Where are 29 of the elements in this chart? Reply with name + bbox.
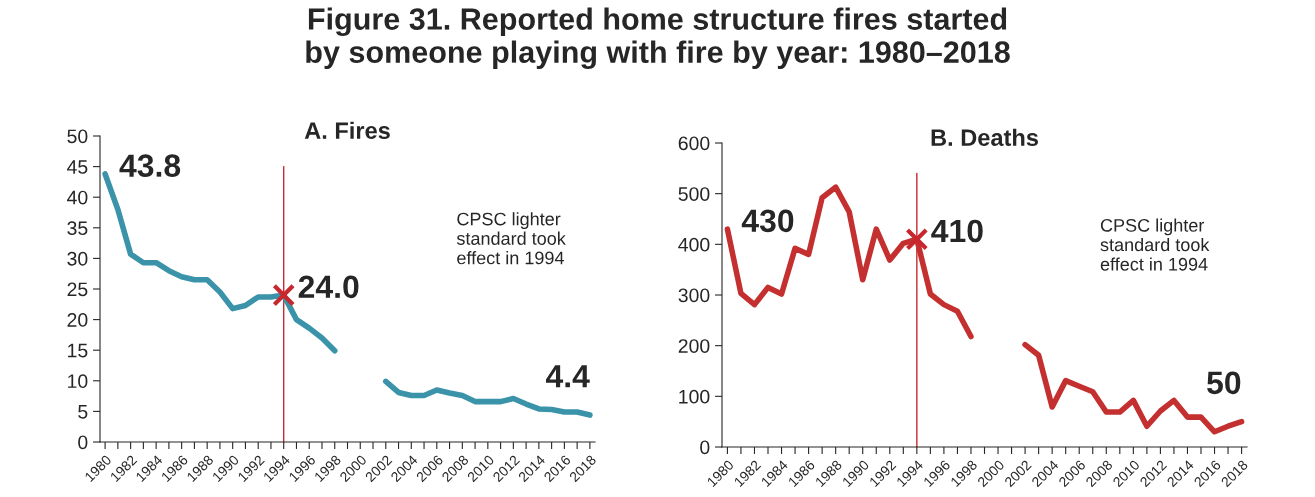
y-tick-label: 0 [78,435,88,450]
y-tick-label: 600 [678,136,710,151]
annotation: 50 [1207,371,1241,395]
y-tick-label: 35 [67,221,88,236]
annotation: 410 [931,219,983,243]
text: Figure 31. Reported home structure fires started by someone playing with fire by year: 1980–2018 [306,7,1010,70]
y-tick-label: 5 [78,405,88,419]
y-tick-label: 20 [67,313,88,327]
annotation: 4.4 [545,365,590,388]
y-tick-label: 500 [678,187,710,201]
y-tick-label: 40 [67,190,88,205]
y-tick-label: 50 [67,129,88,144]
chart-subtitle: A. Fires [304,121,390,140]
annotation: 24.0 [298,275,359,299]
annotation: CPSC lighter standard took effect in 1994 [1100,218,1210,271]
y-tick-label: 25 [67,282,88,297]
y-tick-label: 200 [678,339,710,353]
annotation: CPSC lighter standard took effect in 1994 [456,212,566,265]
annotation: 43.8 [119,154,181,178]
y-tick-label: 100 [679,389,710,404]
y-tick-label: 400 [678,237,710,252]
y-tick-label: 300 [678,288,710,303]
y-tick-label: 0 [700,440,710,455]
y-tick-label: 15 [68,343,88,358]
chart-subtitle: B. Deaths [931,128,1038,147]
y-tick-label: 30 [67,251,88,266]
annotation: 430 [741,209,794,233]
y-tick-label: 10 [68,374,88,389]
y-tick-label: 45 [67,160,88,174]
